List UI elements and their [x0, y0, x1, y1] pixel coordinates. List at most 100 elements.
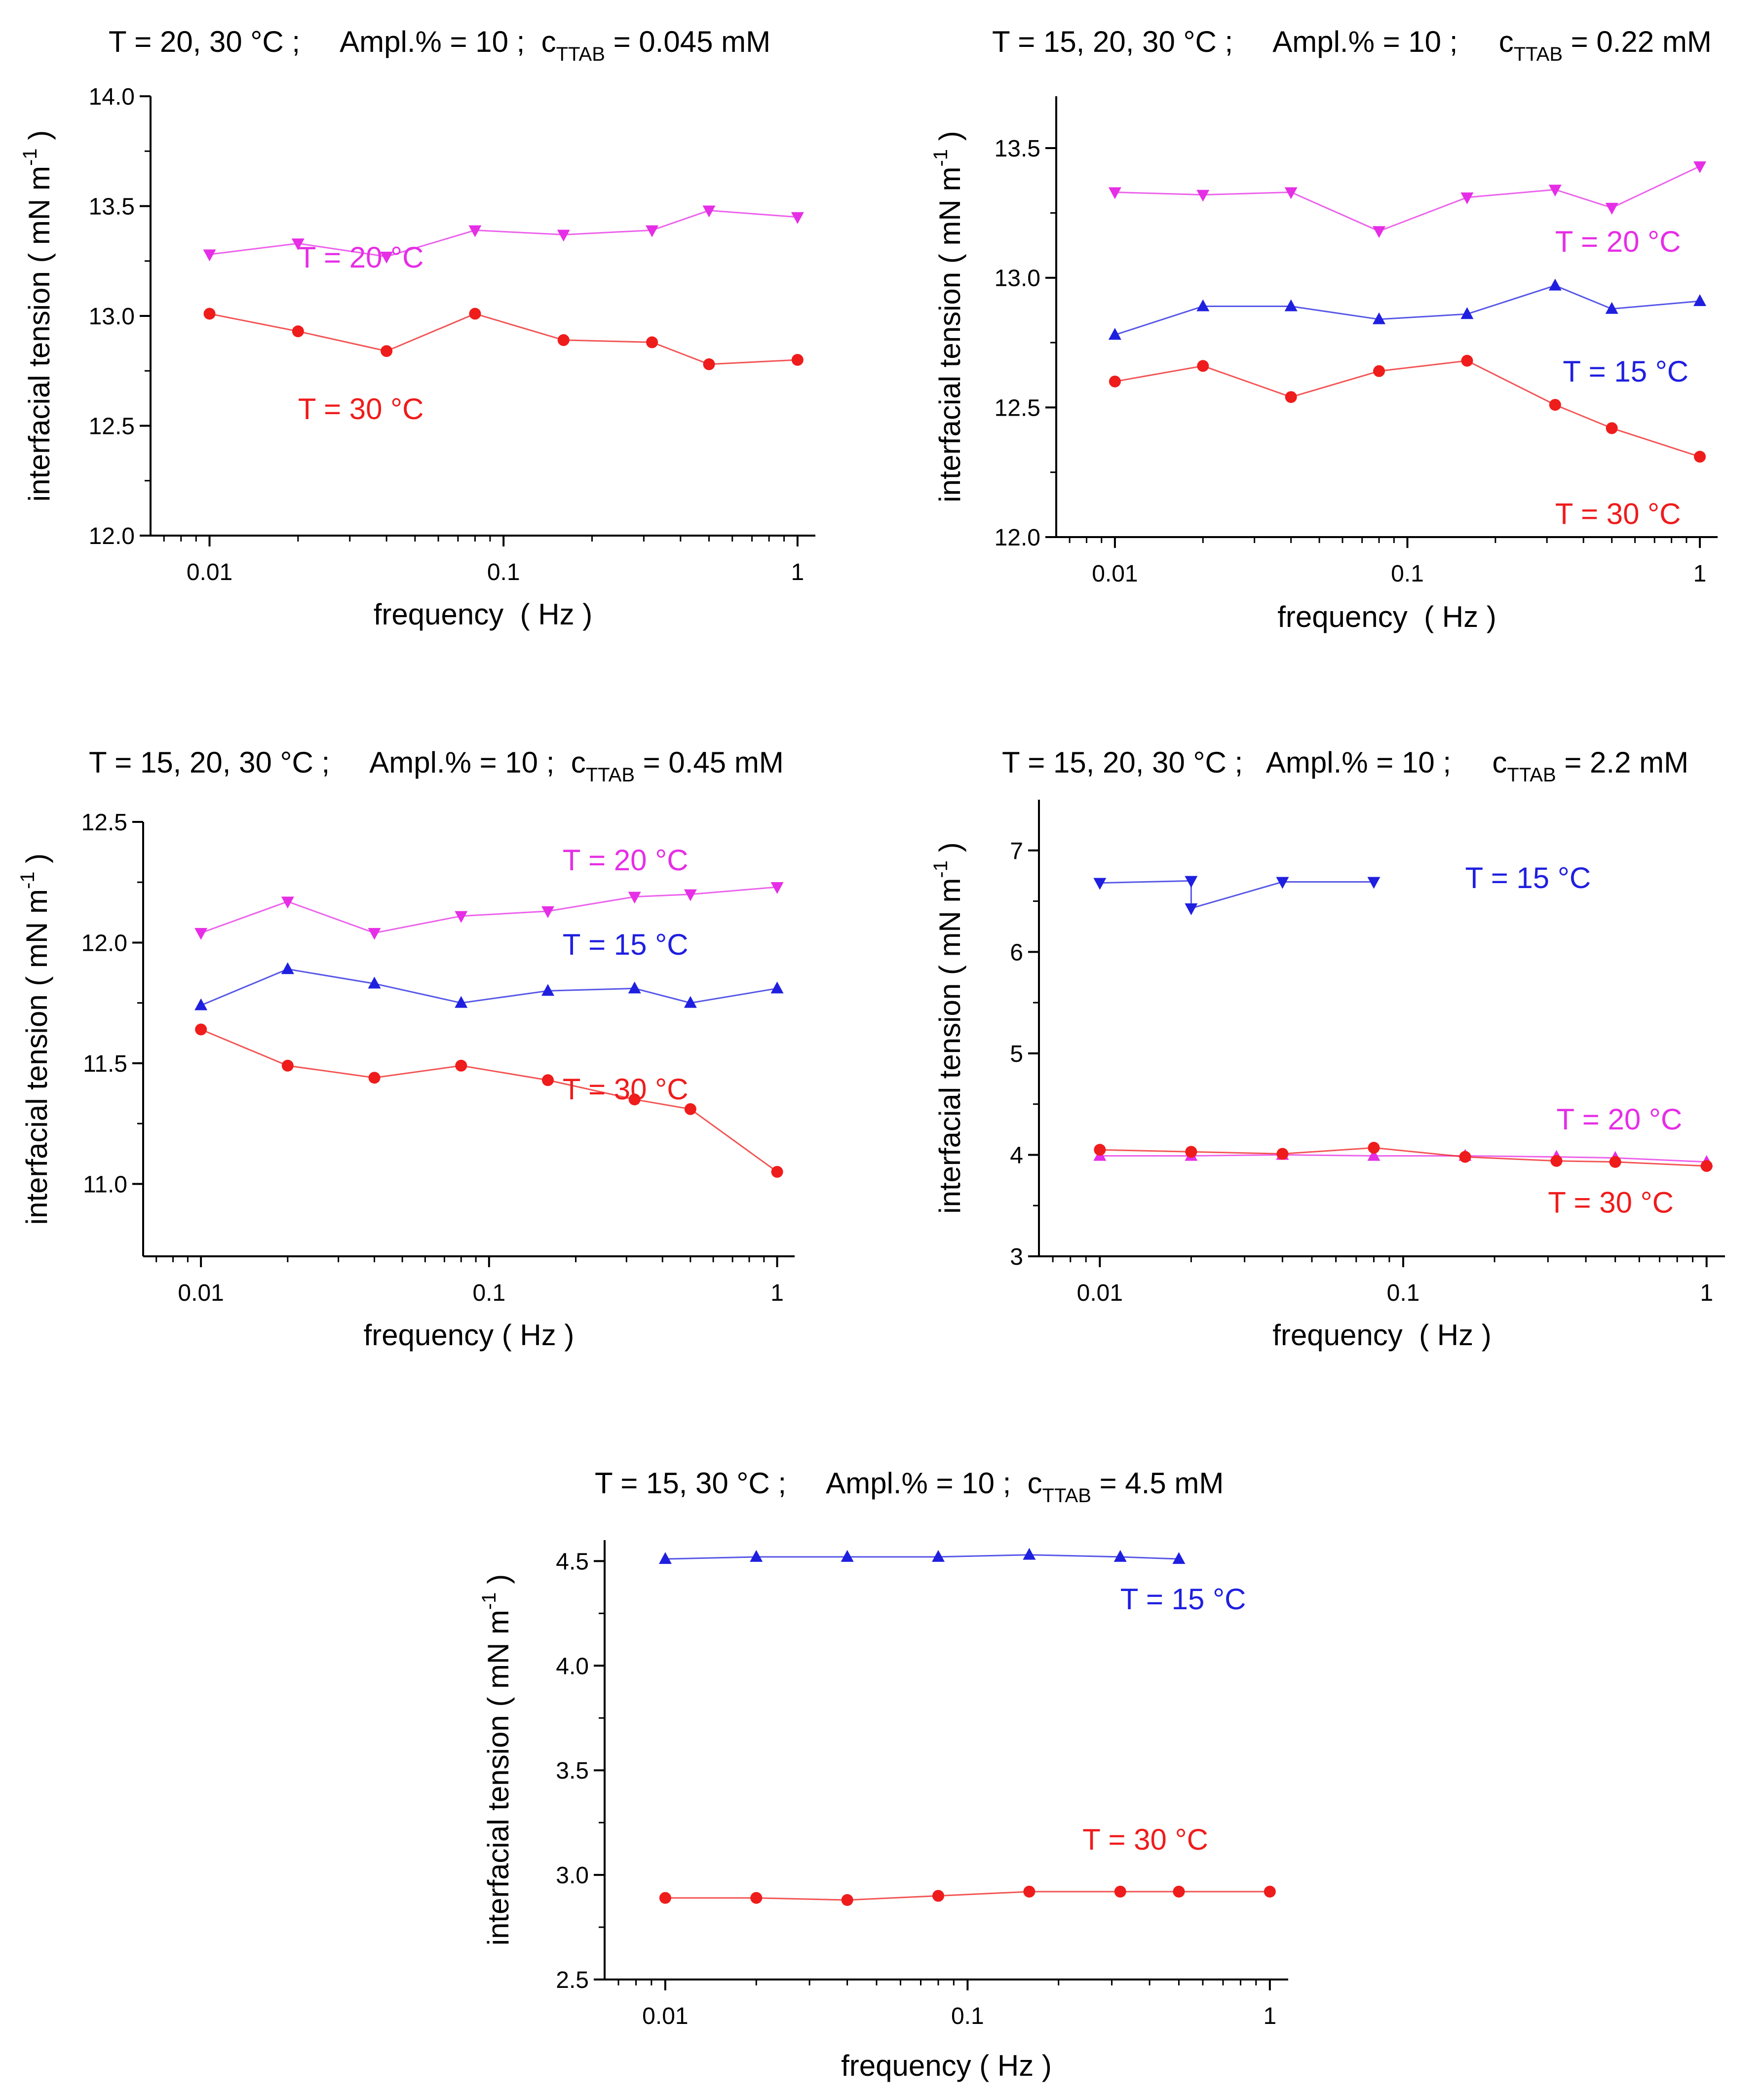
- series-label: T = 30 °C: [563, 1073, 689, 1106]
- series-t30: T = 30 °C: [203, 308, 804, 426]
- data-point: [541, 984, 554, 996]
- data-point: [469, 308, 481, 320]
- series-t15: T = 15 °C: [1108, 278, 1707, 388]
- series-label: T = 15 °C: [1563, 355, 1688, 388]
- series-label: T = 15 °C: [563, 928, 689, 961]
- y-tick-label: 11.5: [83, 1051, 127, 1077]
- y-tick-label: 4: [1010, 1142, 1023, 1168]
- data-point: [1605, 202, 1618, 215]
- data-point: [557, 230, 570, 242]
- series-label: T = 15 °C: [1465, 861, 1591, 894]
- chart-title: T = 20, 30 °C ; Ampl.% = 10 ; cTTAB = 0.…: [109, 25, 770, 65]
- data-point: [932, 1890, 945, 1902]
- chart-title: T = 15, 30 °C ; Ampl.% = 10 ; cTTAB = 4.…: [595, 1467, 1224, 1507]
- x-tick-label: 1: [791, 559, 804, 585]
- y-tick-label: 11.0: [83, 1171, 127, 1198]
- data-point: [628, 892, 641, 904]
- data-point: [541, 1074, 554, 1087]
- data-point: [1373, 312, 1386, 324]
- series-label: T = 20 °C: [1557, 1103, 1683, 1136]
- x-tick-label: 1: [770, 1280, 784, 1306]
- y-axis-label-sup: -1: [17, 871, 38, 889]
- title-subscript: TTAB: [586, 764, 635, 786]
- y-axis-label-text: interfacial tension ( mN m: [933, 878, 966, 1214]
- data-point: [1196, 190, 1210, 202]
- series-line: [1114, 360, 1700, 458]
- data-point: [1023, 1886, 1035, 1898]
- data-point: [646, 225, 659, 237]
- data-point: [1185, 876, 1198, 888]
- data-point: [203, 249, 216, 262]
- x-tick-label: 0.1: [472, 1280, 505, 1306]
- data-point: [1023, 1548, 1036, 1560]
- series-label: T = 30 °C: [1082, 1823, 1208, 1856]
- data-point: [684, 996, 697, 1008]
- y-axis-label: interfacial tension ( mN m-1 ): [930, 842, 966, 1213]
- title-subscript: TTAB: [1042, 1485, 1091, 1507]
- data-point: [380, 251, 393, 264]
- data-point: [750, 1550, 763, 1562]
- data-point: [702, 205, 716, 218]
- data-point: [1173, 1886, 1185, 1898]
- data-point: [703, 358, 715, 370]
- y-tick-label: 3.0: [556, 1863, 589, 1889]
- data-point: [1459, 1151, 1471, 1163]
- y-axis-label-end: ): [482, 1574, 515, 1592]
- data-point: [291, 238, 305, 251]
- series-label: T = 20 °C: [298, 241, 424, 274]
- data-point: [368, 976, 381, 989]
- data-point: [1108, 187, 1121, 199]
- data-point: [770, 882, 784, 894]
- series-line: [200, 886, 777, 934]
- y-tick-label: 13.0: [89, 304, 135, 330]
- title-value: = 0.45 mM: [635, 746, 784, 779]
- data-point: [1284, 187, 1298, 199]
- y-tick-label: 6: [1010, 939, 1023, 966]
- data-point: [1109, 375, 1121, 388]
- x-tick-label: 0.1: [1391, 561, 1424, 587]
- data-point: [194, 998, 208, 1010]
- x-tick-label: 1: [1263, 2003, 1276, 2029]
- data-point: [1196, 299, 1210, 311]
- x-axis-label: frequency ( Hz ): [374, 598, 592, 631]
- x-tick-label: 0.01: [642, 2003, 688, 2029]
- data-point: [1276, 1148, 1289, 1160]
- title-text: T = 20, 30 °C ; Ampl.% = 10 ; c: [109, 25, 556, 58]
- data-point: [281, 962, 294, 974]
- data-point: [1549, 399, 1561, 411]
- data-point: [1185, 903, 1198, 915]
- data-point: [659, 1892, 671, 1904]
- data-point: [771, 1165, 783, 1178]
- title-value: = 0.22 mM: [1563, 25, 1712, 58]
- y-tick-label: 4.5: [556, 1549, 589, 1575]
- data-point: [557, 334, 570, 346]
- y-tick-label: 3.5: [556, 1758, 589, 1784]
- title-text: T = 15, 20, 30 °C ; Ampl.% = 10 ; c: [992, 25, 1514, 58]
- y-tick-label: 12.5: [81, 810, 127, 836]
- title-value: = 0.045 mM: [605, 25, 770, 58]
- data-point: [455, 1059, 467, 1072]
- y-axis-label: interfacial tension ( mN m-1 ): [17, 854, 53, 1225]
- y-axis-label-sup: -1: [478, 1592, 500, 1610]
- series-line: [209, 209, 798, 258]
- data-point: [841, 1894, 853, 1906]
- x-axis-label: frequency ( Hz ): [841, 2049, 1052, 2082]
- series-label: T = 30 °C: [1548, 1186, 1674, 1219]
- series-line: [209, 313, 798, 365]
- x-tick-label: 1: [1700, 1280, 1713, 1306]
- data-point: [1114, 1886, 1126, 1898]
- series-label: T = 20 °C: [563, 844, 689, 877]
- y-axis-label-sup: -1: [930, 149, 952, 167]
- title-value: = 4.5 mM: [1091, 1467, 1224, 1500]
- data-point: [1700, 1160, 1713, 1172]
- data-point: [468, 225, 482, 237]
- series-t15: T = 15 °C: [658, 1548, 1246, 1616]
- y-axis-label: interfacial tension ( mN m-1 ): [930, 131, 966, 502]
- data-point: [292, 325, 304, 338]
- data-point: [628, 981, 641, 994]
- series-t20: T = 20 °C: [1108, 161, 1707, 258]
- y-axis-label-end: ): [23, 130, 56, 149]
- x-tick-label: 0.01: [178, 1280, 224, 1306]
- data-point: [1094, 1144, 1106, 1156]
